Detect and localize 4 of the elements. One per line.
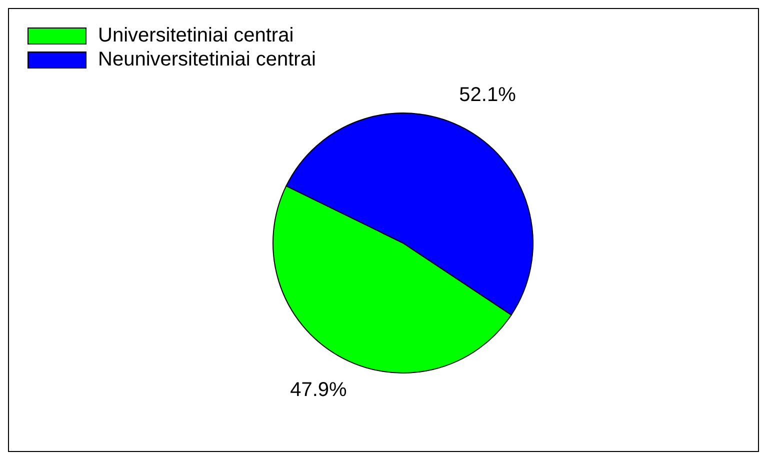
data-label: 52.1% bbox=[459, 84, 516, 106]
legend-label: Universitetiniai centrai bbox=[98, 24, 294, 46]
legend-label: Neuniversitetiniai centrai bbox=[98, 48, 316, 70]
data-label: 47.9% bbox=[290, 378, 348, 401]
